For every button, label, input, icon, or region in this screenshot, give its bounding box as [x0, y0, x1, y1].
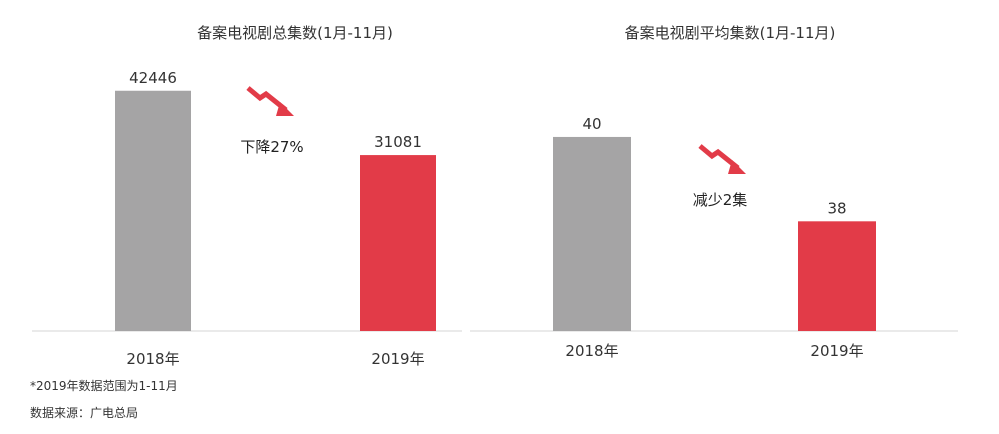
down-trend-arrow-icon — [246, 86, 294, 116]
chart-title-total-episodes: 备案电视剧总集数(1月-11月) — [197, 24, 393, 42]
category-label: 2019年 — [810, 342, 863, 360]
bar-2019 — [798, 221, 876, 331]
bar-2018 — [553, 136, 631, 331]
chart-average-episodes: 备案电视剧平均集数(1月-11月) 40 2018年 38 2019年 减少2集 — [470, 24, 958, 360]
annotation-decrease-percent: 下降27% — [240, 138, 303, 156]
footnote-data-range: *2019年数据范围为1-11月 — [30, 379, 178, 393]
bar-value-label: 38 — [827, 199, 846, 217]
bar-2019 — [360, 155, 436, 331]
bar-value-label: 31081 — [374, 133, 422, 151]
category-label: 2019年 — [371, 350, 424, 368]
footnote-data-source: 数据来源：广电总局 — [30, 406, 139, 420]
category-label: 2018年 — [126, 350, 179, 368]
bar-value-label: 40 — [582, 115, 601, 133]
chart-total-episodes: 备案电视剧总集数(1月-11月) 42446 2018年 31081 2019年 下降… — [32, 24, 462, 368]
chart-title-average-episodes: 备案电视剧平均集数(1月-11月) — [625, 24, 836, 42]
bar-value-label: 42446 — [129, 69, 177, 87]
annotation-decrease-episodes: 减少2集 — [693, 191, 748, 209]
bar-2018 — [115, 90, 191, 331]
down-trend-arrow-icon — [698, 144, 746, 174]
category-label: 2018年 — [565, 342, 618, 360]
